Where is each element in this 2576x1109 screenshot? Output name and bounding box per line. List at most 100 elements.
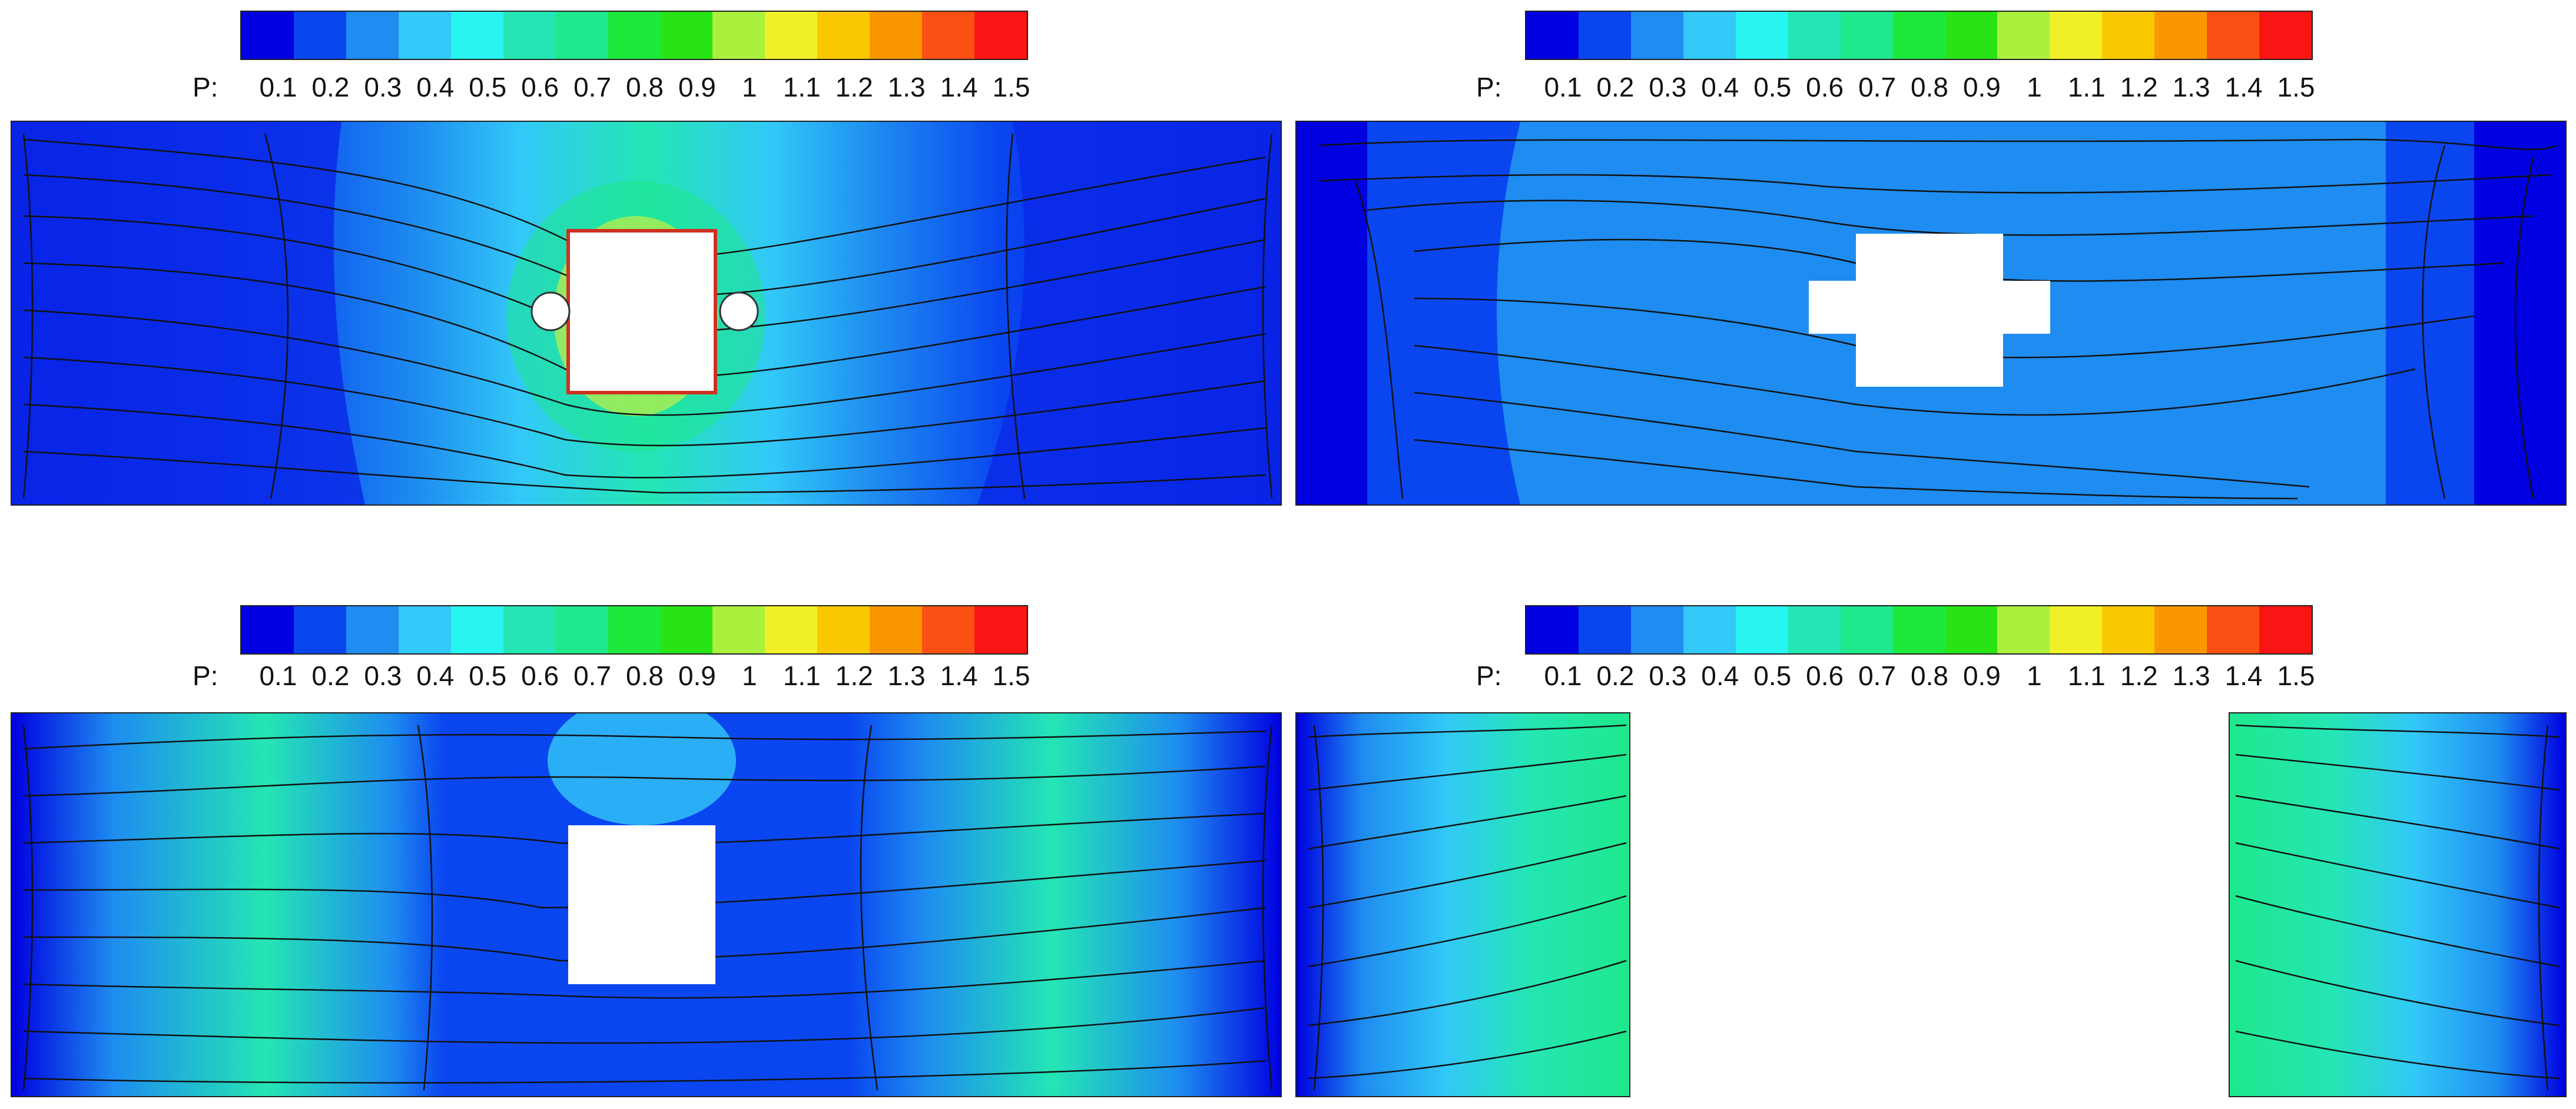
colorbar-tick-label: 1 — [2027, 72, 2042, 102]
colorbar-swatch — [241, 12, 294, 59]
colorbar-swatch — [1735, 12, 1788, 59]
rod — [719, 291, 759, 331]
colorbar-tick-label: 0.9 — [1962, 72, 2001, 102]
colorbar-tick-label: 0.8 — [626, 72, 664, 102]
colorbar-swatch — [1997, 606, 2050, 653]
colorbar-tick-label: 1 — [742, 72, 757, 102]
colorbar-tick-label: 0.7 — [1858, 660, 1897, 691]
colorbar-swatch — [660, 606, 713, 653]
colorbar-tick-label: 1.4 — [940, 72, 978, 102]
colorbar-tick-label: 0.3 — [364, 660, 402, 691]
colorbar-swatch — [293, 606, 346, 653]
colorbar-swatch — [503, 12, 556, 59]
colorbar-swatch — [870, 606, 923, 653]
colorbar-swatch — [346, 606, 399, 653]
colorbar-swatch — [1578, 606, 1631, 653]
colorbar-swatch — [608, 12, 661, 59]
colorbar-tick-label: 0.8 — [626, 660, 664, 691]
colorbar-swatch — [2154, 606, 2207, 653]
colorbar-swatch — [241, 606, 294, 653]
pressure-contour-plot — [11, 712, 1282, 1097]
colorbar-swatch — [2102, 12, 2155, 59]
colorbar-tick-label: 1.4 — [2224, 72, 2263, 102]
colorbar-swatch — [346, 12, 399, 59]
colorbar-swatch — [1892, 606, 1945, 653]
colorbar-tick-label: 0.2 — [311, 660, 350, 691]
colorbar-swatch — [922, 606, 975, 653]
streamlines — [22, 725, 1273, 1091]
colorbar-swatch — [660, 12, 713, 59]
colorbar-swatch — [555, 12, 608, 59]
colorbar-swatch — [1630, 606, 1683, 653]
colorbar-tick-label: 0.7 — [573, 72, 612, 102]
colorbar-tick-label: 1.1 — [783, 72, 821, 102]
colorbar-swatch — [1788, 12, 1841, 59]
colorbar-swatch — [608, 606, 661, 653]
pressure-contour-plot-left — [1295, 712, 1630, 1097]
colorbar-swatch — [1840, 12, 1893, 59]
pressure-contour-plot — [11, 121, 1282, 506]
colorbar-swatch — [2050, 606, 2103, 653]
colorbar-tick-label: 1.5 — [2277, 72, 2315, 102]
pressure-contour-plot-right — [2229, 712, 2567, 1097]
colorbar-tick-label: 0.1 — [1544, 660, 1582, 691]
colorbar-swatch — [712, 12, 765, 59]
pressure-colorbar — [1525, 605, 2313, 655]
colorbar-tick-label: 1.5 — [992, 660, 1030, 691]
scale-prefix: P: — [193, 660, 218, 691]
colorbar-tick-label: 1.3 — [2172, 72, 2210, 102]
colorbar-swatch — [1683, 606, 1736, 653]
colorbar-swatch — [974, 12, 1027, 59]
colorbar-tick-label: 1.1 — [783, 660, 821, 691]
streamlines — [1308, 724, 1627, 1091]
pressure-field — [2230, 713, 2565, 1096]
colorbar-tick-label: 0.1 — [1544, 72, 1582, 102]
colorbar-swatch — [765, 606, 818, 653]
pressure-colorbar — [1525, 11, 2313, 60]
streamlines — [1320, 138, 2557, 500]
colorbar-swatch — [2154, 12, 2207, 59]
colorbar-swatch — [398, 606, 451, 653]
colorbar-tick-label: 0.8 — [1911, 660, 1948, 691]
low-region — [2474, 122, 2565, 504]
colorbar-tick-label: 1.3 — [2172, 660, 2210, 691]
low-region — [977, 122, 1281, 504]
colorbar-swatch — [398, 12, 451, 59]
colorbar-tick-label: 0.2 — [1596, 72, 1635, 102]
obstacle — [568, 825, 715, 984]
mid-region — [548, 713, 736, 825]
colorbar-tick-label: 0.6 — [1806, 72, 1844, 102]
colorbar-tick-label: 0.5 — [469, 72, 507, 102]
colorbar-tick-label: 1 — [2027, 660, 2042, 691]
colorbar-tick-label: 0.5 — [1753, 660, 1792, 691]
colorbar-tick-label: 1.3 — [887, 72, 926, 102]
colorbar-tick-label: 0.7 — [573, 660, 612, 691]
colorbar-swatch — [1578, 12, 1631, 59]
colorbar-swatch — [2259, 12, 2312, 59]
colorbar-swatch — [1683, 12, 1736, 59]
colorbar-tick-label: 1.5 — [2277, 660, 2315, 691]
colorbar-swatch — [503, 606, 556, 653]
colorbar-swatch — [765, 12, 818, 59]
colorbar-tick-label: 1.1 — [2067, 72, 2106, 102]
pressure-contour-plot — [1295, 121, 2567, 506]
colorbar-swatch — [555, 606, 608, 653]
colorbar-tick-label: 1 — [742, 660, 757, 691]
pressure-field — [1297, 713, 1629, 1096]
colorbar-tick-label: 0.8 — [1911, 72, 1948, 102]
colorbar-swatch — [1526, 606, 1579, 653]
colorbar-swatch — [2259, 606, 2312, 653]
colorbar-tick-label: 0.3 — [364, 72, 402, 102]
colorbar-tick-label: 1.2 — [835, 660, 873, 691]
colorbar-tick-label: 1.5 — [992, 72, 1030, 102]
obstacle — [1809, 234, 2050, 387]
pressure-colorbar — [240, 11, 1028, 60]
colorbar-swatch — [1630, 12, 1683, 59]
colorbar-swatch — [974, 606, 1027, 653]
colorbar-tick-label: 0.5 — [469, 660, 507, 691]
colorbar-tick-label: 1.2 — [2120, 72, 2158, 102]
colorbar-tick-label: 1.2 — [835, 72, 873, 102]
colorbar-tick-label: 0.1 — [259, 72, 297, 102]
pressure-colorbar — [240, 605, 1028, 655]
colorbar-swatch — [2102, 606, 2155, 653]
